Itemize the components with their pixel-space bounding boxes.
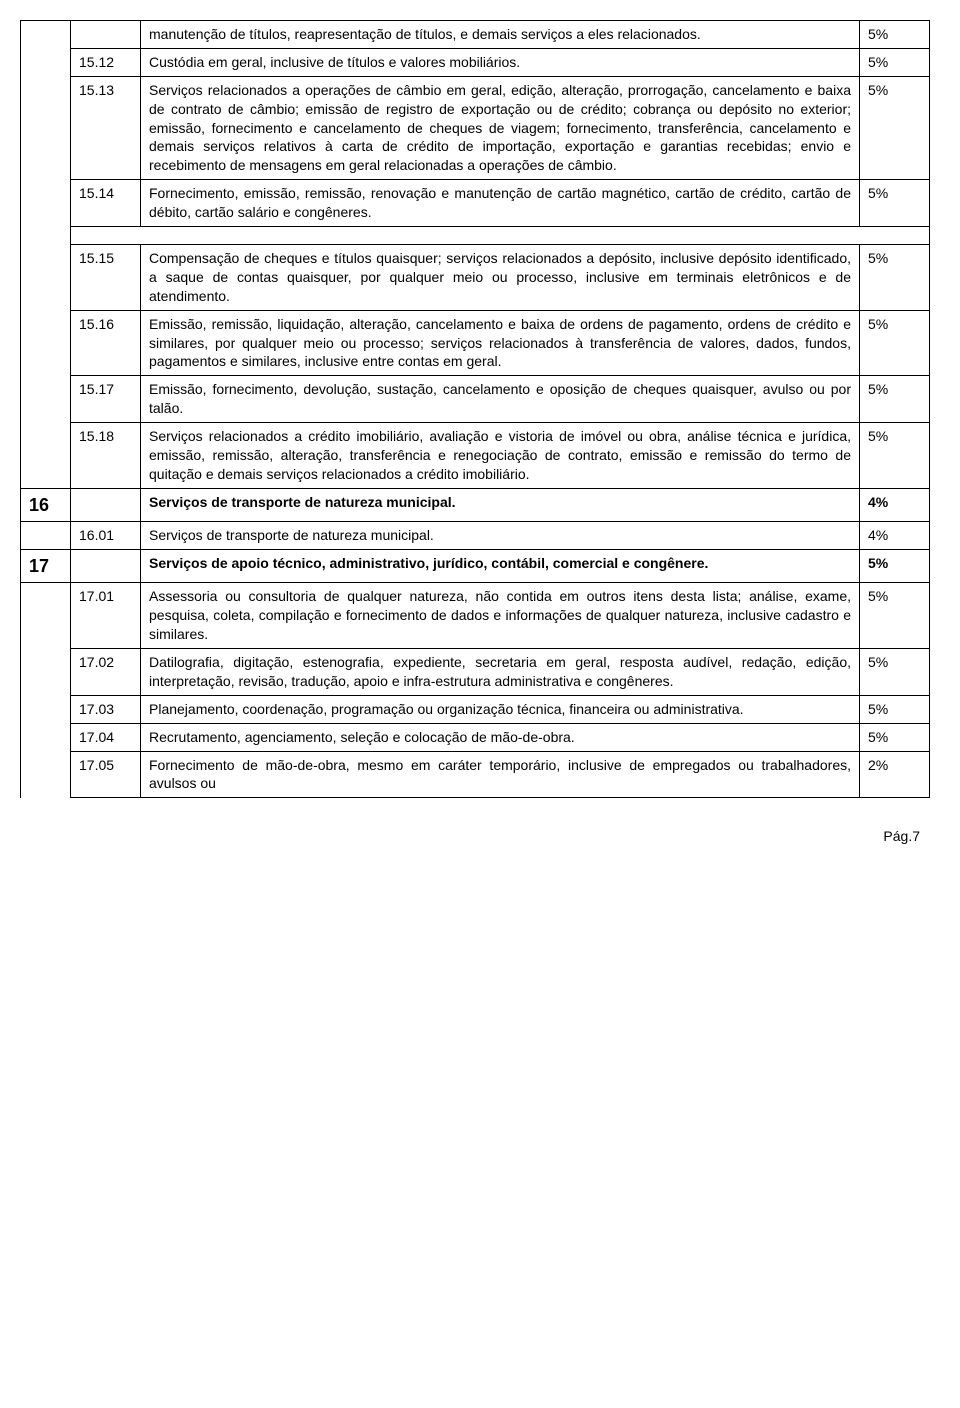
section-cell [21,376,71,423]
description-cell: Custódia em geral, inclusive de títulos … [141,48,860,76]
rate-cell: 5% [860,76,930,179]
code-cell: 15.15 [71,245,141,311]
table-row: 15.15Compensação de cheques e títulos qu… [21,245,930,311]
code-cell: 15.14 [71,180,141,227]
table-row: 17.05Fornecimento de mão-de-obra, mesmo … [21,751,930,798]
section-cell [21,180,71,227]
section-cell [21,695,71,723]
section-cell [21,522,71,550]
description-cell: Fornecimento de mão-de-obra, mesmo em ca… [141,751,860,798]
section-cell [21,648,71,695]
table-row: 16 Serviços de transporte de natureza mun… [21,488,930,521]
rate-cell: 5% [860,423,930,489]
description-cell: Emissão, remissão, liquidação, alteração… [141,310,860,376]
gap-cell [71,227,930,245]
code-cell: 15.12 [71,48,141,76]
description-cell: Assessoria ou consultoria de qualquer na… [141,583,860,649]
table-row: 15.17Emissão, fornecimento, devolução, s… [21,376,930,423]
code-cell [71,550,141,583]
rate-cell: 5% [860,648,930,695]
section-cell [21,227,71,245]
table-row: 16.01Serviços de transporte de natureza … [21,522,930,550]
section-cell [21,310,71,376]
description-cell: Serviços relacionados a operações de câm… [141,76,860,179]
table-row: 15.12Custódia em geral, inclusive de tít… [21,48,930,76]
rate-cell: 5% [860,310,930,376]
section-cell [21,76,71,179]
code-cell: 17.04 [71,723,141,751]
code-cell: 17.05 [71,751,141,798]
description-cell: Serviços de apoio técnico, administrativ… [141,550,860,583]
code-cell: 17.02 [71,648,141,695]
rate-cell: 5% [860,723,930,751]
code-cell: 15.13 [71,76,141,179]
rate-cell: 5% [860,695,930,723]
rate-cell: 5% [860,376,930,423]
section-cell [21,751,71,798]
section-cell: 16 [21,488,71,521]
table-row: 15.18Serviços relacionados a crédito imo… [21,423,930,489]
description-cell: Serviços relacionados a crédito imobiliá… [141,423,860,489]
table-row: 15.13Serviços relacionados a operações d… [21,76,930,179]
table-row: 17.01Assessoria ou consultoria de qualqu… [21,583,930,649]
section-cell: 17 [21,550,71,583]
rate-cell: 5% [860,583,930,649]
code-cell: 15.17 [71,376,141,423]
rate-cell: 5% [860,550,930,583]
code-cell: 16.01 [71,522,141,550]
code-cell: 17.01 [71,583,141,649]
table-row: 17.02Datilografia, digitação, estenograf… [21,648,930,695]
code-cell: 15.16 [71,310,141,376]
table-row: 15.14Fornecimento, emissão, remissão, re… [21,180,930,227]
table-row: manutenção de títulos, reapresentação de… [21,21,930,49]
code-cell [71,488,141,521]
table-row: 17.03Planejamento, coordenação, programa… [21,695,930,723]
table-body: manutenção de títulos, reapresentação de… [21,21,930,798]
rate-cell: 4% [860,522,930,550]
rate-cell: 5% [860,180,930,227]
section-cell [21,423,71,489]
table-row: 17.04Recrutamento, agenciamento, seleção… [21,723,930,751]
description-cell: manutenção de títulos, reapresentação de… [141,21,860,49]
section-cell [21,48,71,76]
rate-cell: 5% [860,48,930,76]
section-cell [21,21,71,49]
page-footer: Pág.7 [20,828,930,844]
table-row: 15.16Emissão, remissão, liquidação, alte… [21,310,930,376]
rate-cell: 5% [860,21,930,49]
section-cell [21,245,71,311]
description-cell: Serviços de transporte de natureza munic… [141,488,860,521]
rate-cell: 2% [860,751,930,798]
description-cell: Datilografia, digitação, estenografia, e… [141,648,860,695]
description-cell: Recrutamento, agenciamento, seleção e co… [141,723,860,751]
rate-cell: 5% [860,245,930,311]
table-row: 17 Serviços de apoio técnico, administrat… [21,550,930,583]
description-cell: Emissão, fornecimento, devolução, sustaç… [141,376,860,423]
code-cell [71,21,141,49]
section-cell [21,583,71,649]
description-cell: Fornecimento, emissão, remissão, renovaç… [141,180,860,227]
description-cell: Serviços de transporte de natureza munic… [141,522,860,550]
code-cell: 15.18 [71,423,141,489]
rate-cell: 4% [860,488,930,521]
description-cell: Compensação de cheques e títulos quaisqu… [141,245,860,311]
services-table: manutenção de títulos, reapresentação de… [20,20,930,798]
section-cell [21,723,71,751]
description-cell: Planejamento, coordenação, programação o… [141,695,860,723]
code-cell: 17.03 [71,695,141,723]
